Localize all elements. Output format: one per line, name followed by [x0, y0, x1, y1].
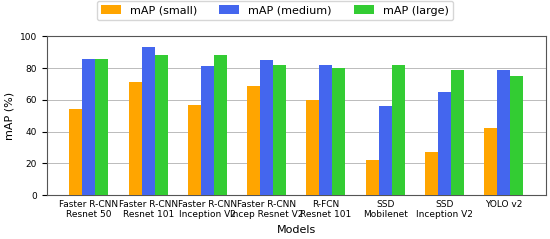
Bar — [425, 152, 438, 195]
Y-axis label: mAP (%): mAP (%) — [4, 92, 14, 140]
Bar — [82, 59, 96, 195]
Bar — [451, 70, 464, 195]
Bar — [306, 100, 320, 195]
Bar — [129, 82, 142, 195]
Legend: mAP (small), mAP (medium), mAP (large): mAP (small), mAP (medium), mAP (large) — [97, 1, 453, 20]
Bar — [332, 68, 345, 195]
Bar — [188, 105, 201, 195]
X-axis label: Models: Models — [277, 225, 316, 235]
Bar — [260, 60, 273, 195]
Bar — [392, 65, 405, 195]
Bar — [484, 128, 497, 195]
Bar — [96, 59, 108, 195]
Bar — [497, 70, 510, 195]
Bar — [247, 86, 260, 195]
Bar — [320, 65, 332, 195]
Bar — [69, 109, 82, 195]
Bar — [378, 106, 392, 195]
Bar — [155, 55, 168, 195]
Bar — [366, 160, 378, 195]
Bar — [201, 66, 214, 195]
Bar — [510, 76, 523, 195]
Bar — [142, 48, 155, 195]
Bar — [273, 65, 286, 195]
Bar — [214, 55, 227, 195]
Bar — [438, 92, 451, 195]
